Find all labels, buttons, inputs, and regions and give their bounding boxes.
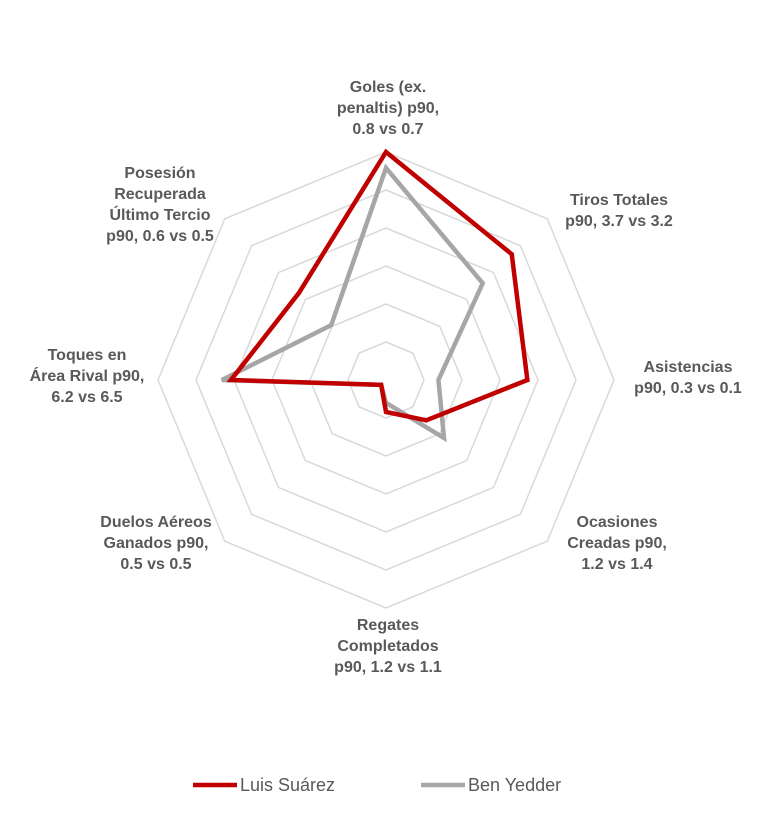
- category-label-line: Duelos Aéreos: [100, 514, 212, 531]
- category-label-line: 6.2 vs 6.5: [51, 389, 122, 406]
- category-label-line: p90, 1.2 vs 1.1: [334, 659, 442, 676]
- category-label-line: Goles (ex.: [350, 79, 426, 96]
- category-label-line: p90, 0.3 vs 0.1: [634, 380, 742, 397]
- grid-ring: [233, 227, 539, 533]
- grid-ring: [271, 265, 501, 495]
- grid-ring: [157, 151, 615, 609]
- category-label: Ocasiones Creadas p90, 1.2 vs 1.4: [567, 514, 667, 573]
- grid-ring: [195, 189, 577, 571]
- radar-series: [220, 148, 530, 443]
- category-label-line: Completados: [337, 638, 438, 655]
- legend-label: Luis Suárez: [240, 775, 335, 795]
- category-label: Regates Completados p90, 1.2 vs 1.1: [334, 617, 442, 676]
- category-label-line: penaltis) p90,: [337, 100, 439, 117]
- category-label-line: Posesión: [124, 165, 195, 182]
- category-label-line: Recuperada: [114, 186, 206, 203]
- category-label-line: Ocasiones: [577, 514, 658, 531]
- category-label-line: Creadas p90,: [567, 535, 667, 552]
- category-label-line: Regates: [357, 617, 419, 634]
- category-label-line: Área Rival p90,: [30, 366, 145, 385]
- category-label: Duelos Aéreos Ganados p90, 0.5 vs 0.5: [100, 514, 212, 573]
- category-label: Tiros Totales p90, 3.7 vs 3.2: [565, 192, 673, 230]
- category-label-line: p90, 3.7 vs 3.2: [565, 213, 673, 230]
- category-label-line: p90, 0.6 vs 0.5: [106, 228, 214, 245]
- category-label-line: 1.2 vs 1.4: [581, 556, 652, 573]
- category-label-line: Tiros Totales: [570, 192, 668, 209]
- category-label-line: 0.5 vs 0.5: [120, 556, 191, 573]
- category-label: Posesión Recuperada Último Tercio p90, 0.6 …: [106, 165, 214, 245]
- category-label: Toques en Área Rival p90, 6.2 vs 6.5: [30, 347, 145, 406]
- legend-label: Ben Yedder: [468, 775, 561, 795]
- category-label-line: 0.8 vs 0.7: [352, 121, 423, 138]
- category-label-line: Ganados p90,: [104, 535, 209, 552]
- radar-grid: [157, 151, 615, 609]
- category-label-line: Último Tercio: [109, 205, 210, 224]
- category-label-line: Asistencias: [644, 359, 733, 376]
- legend: Luis Suárez Ben Yedder: [193, 775, 561, 795]
- category-label: Goles (ex. penaltis) p90, 0.8 vs 0.7: [337, 79, 439, 138]
- category-label-line: Toques en: [48, 347, 127, 364]
- category-labels: Goles (ex. penaltis) p90, 0.8 vs 0.7 Tiros …: [30, 79, 742, 676]
- series-line: [226, 148, 530, 423]
- grid-ring: [309, 303, 463, 457]
- grid-ring: [347, 341, 425, 419]
- category-label: Asistencias p90, 0.3 vs 0.1: [634, 359, 742, 397]
